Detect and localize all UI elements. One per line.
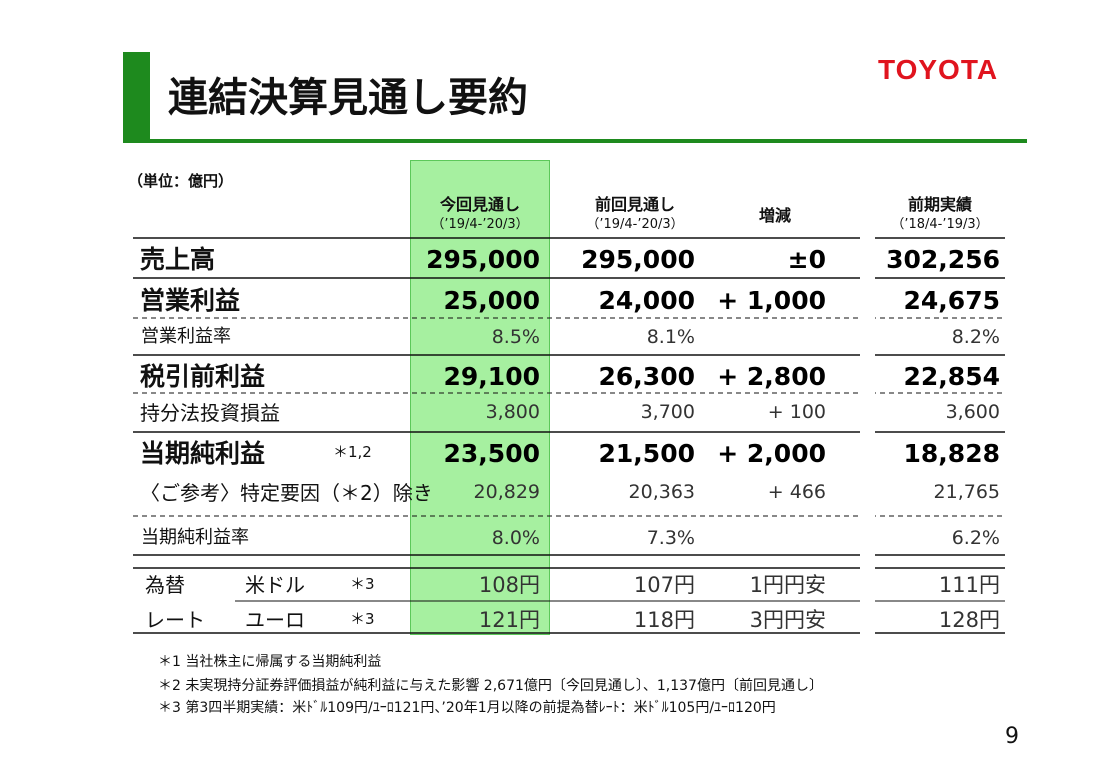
page-number: 9: [1005, 724, 1019, 749]
cell: 8.5%: [491, 325, 540, 348]
cell: 1円円安: [749, 572, 826, 597]
footnote: ＊3 第3四半期実績：米ﾄﾞﾙ109円/ﾕｰﾛ121円、’20年1月以降の前提為…: [158, 700, 776, 716]
cell: 295,000: [426, 244, 540, 274]
footnote: ＊1 当社株主に帰属する当期純利益: [158, 654, 382, 670]
cell: 24,000: [598, 285, 695, 315]
cell: 18,828: [903, 438, 1000, 468]
title-bar: [123, 52, 150, 140]
highlight-column: [410, 160, 550, 635]
cell: 128円: [938, 607, 1000, 632]
cell: ±0: [787, 244, 826, 274]
row-label: 税引前利益: [140, 361, 266, 391]
cell: 8.1%: [646, 325, 695, 348]
cell: 8.0%: [491, 526, 540, 549]
column-period: （’19/4-’20/3）: [431, 217, 529, 232]
unit-label: （単位：億円）: [128, 172, 234, 190]
row-label: レート: [145, 607, 205, 632]
cell: 295,000: [581, 244, 695, 274]
title: 連結決算見通し要約: [168, 75, 528, 121]
row-label: 営業利益: [140, 285, 241, 315]
cell: 8.2%: [951, 325, 1000, 348]
column-period: （’19/4-’20/3）: [586, 217, 684, 232]
cell: 7.3%: [646, 526, 695, 549]
row-label: 当期純利益率: [141, 526, 249, 548]
row-note: ＊3: [350, 610, 375, 628]
cell: 3,700: [640, 400, 695, 423]
row-label: 当期純利益: [140, 438, 266, 468]
column-header: 増減: [758, 206, 791, 225]
cell: 121円: [478, 607, 540, 632]
row-label: 為替: [145, 572, 185, 597]
row-note: ＊3: [350, 575, 375, 593]
cell: 26,300: [598, 361, 695, 391]
cell: 23,500: [443, 438, 540, 468]
row-note: ＊1,2: [333, 443, 372, 461]
cell: 118円: [633, 607, 695, 632]
row-label: 持分法投資損益: [140, 400, 280, 425]
cell: 107円: [633, 572, 695, 597]
cell: 3,800: [485, 400, 540, 423]
column-header: 前回見通し: [594, 195, 675, 214]
cell: 20,363: [628, 480, 695, 503]
cell: + 1,000: [717, 285, 826, 315]
row-sublabel: 米ドル: [245, 572, 305, 597]
row-label: 売上高: [140, 244, 216, 274]
cell: 29,100: [443, 361, 540, 391]
row-label: 営業利益率: [141, 325, 231, 347]
cell: 3,600: [945, 400, 1000, 423]
cell: 302,256: [886, 244, 1000, 274]
cell: 22,854: [903, 361, 1000, 391]
column-period: （’18/4-’19/3）: [891, 217, 989, 232]
footnote: ＊2 未実現持分証券評価損益が純利益に与えた影響 2,671億円〔今回見通し〕、…: [158, 678, 823, 694]
cell: + 2,000: [717, 438, 826, 468]
cell: + 2,800: [717, 361, 826, 391]
cell: 24,675: [903, 285, 1000, 315]
cell: 6.2%: [951, 526, 1000, 549]
cell: + 100: [767, 400, 826, 423]
title-rule: [123, 139, 1027, 143]
cell: 21,765: [933, 480, 1000, 503]
column-header: 前期実績: [907, 195, 972, 214]
cell: 21,500: [598, 438, 695, 468]
column-header: 今回見通し: [439, 195, 520, 214]
cell: 108円: [478, 572, 540, 597]
cell: 20,829: [473, 480, 540, 503]
cell: 3円円安: [749, 607, 826, 632]
cell: + 466: [767, 480, 826, 503]
logo: TOYOTA: [878, 54, 999, 85]
row-label: 〈ご参考〉特定要因（＊2）除き: [140, 480, 433, 505]
cell: 111円: [938, 572, 1000, 597]
row-sublabel: ユーロ: [245, 607, 305, 632]
cell: 25,000: [443, 285, 540, 315]
